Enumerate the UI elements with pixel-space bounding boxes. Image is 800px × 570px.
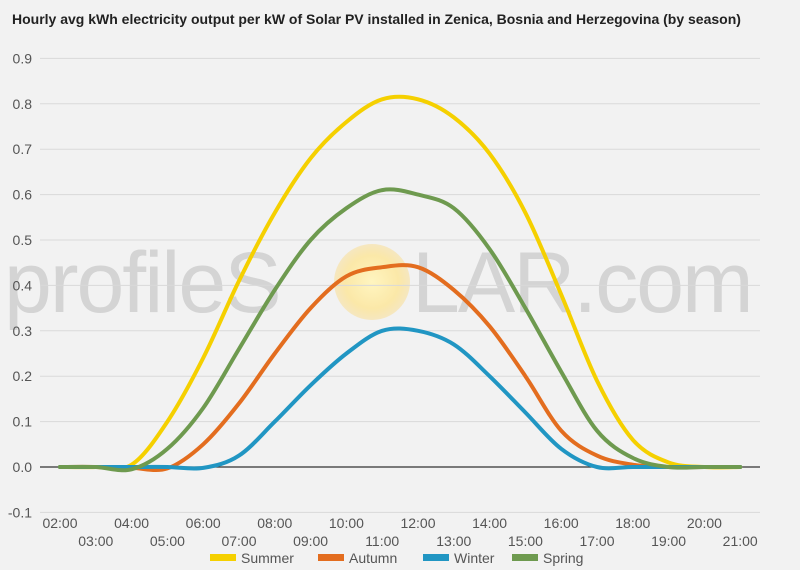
x-tick-label: 13:00 — [436, 533, 471, 549]
y-tick-label: 0.3 — [13, 323, 33, 339]
y-tick-label: 0.5 — [13, 232, 33, 248]
watermark: profileS LAR.com — [4, 235, 752, 331]
x-tick-label: 20:00 — [687, 515, 722, 531]
y-tick-label: 0.4 — [13, 277, 33, 293]
x-tick-label: 03:00 — [78, 533, 113, 549]
x-tick-label: 19:00 — [651, 533, 686, 549]
y-tick-label: 0.1 — [13, 414, 33, 430]
y-tick-label: 0.0 — [13, 459, 33, 475]
x-tick-label: 09:00 — [293, 533, 328, 549]
x-tick-label: 08:00 — [257, 515, 292, 531]
x-tick-label: 05:00 — [150, 533, 185, 549]
x-tick-label: 14:00 — [472, 515, 507, 531]
x-axis: 02:0003:0004:0005:0006:0007:0008:0009:00… — [42, 515, 757, 549]
y-tick-label: 0.8 — [13, 96, 33, 112]
x-tick-label: 02:00 — [42, 515, 77, 531]
legend-swatch-winter — [423, 554, 449, 561]
legend-label-spring: Spring — [543, 550, 583, 566]
x-tick-label: 04:00 — [114, 515, 149, 531]
y-tick-label: 0.9 — [13, 50, 33, 66]
x-tick-label: 06:00 — [186, 515, 221, 531]
x-tick-label: 15:00 — [508, 533, 543, 549]
x-tick-label: 21:00 — [723, 533, 758, 549]
x-tick-label: 11:00 — [365, 533, 399, 549]
x-tick-label: 12:00 — [400, 515, 435, 531]
legend-swatch-autumn — [318, 554, 344, 561]
x-tick-label: 18:00 — [615, 515, 650, 531]
legend: Summer Autumn Winter Spring — [210, 550, 583, 566]
x-tick-label: 16:00 — [544, 515, 579, 531]
y-tick-label: 0.2 — [13, 368, 33, 384]
y-tick-label: 0.6 — [13, 187, 33, 203]
x-tick-label: 07:00 — [221, 533, 256, 549]
y-tick-label: -0.1 — [8, 504, 32, 520]
grid — [40, 58, 760, 512]
x-tick-label: 17:00 — [579, 533, 614, 549]
legend-label-summer: Summer — [241, 550, 294, 566]
legend-label-autumn: Autumn — [349, 550, 397, 566]
y-tick-label: 0.7 — [13, 141, 33, 157]
legend-swatch-spring — [512, 554, 538, 561]
legend-swatch-summer — [210, 554, 236, 561]
legend-label-winter: Winter — [454, 550, 495, 566]
sun-logo-icon — [334, 244, 410, 320]
watermark-text-right: LAR.com — [412, 235, 752, 331]
x-tick-label: 10:00 — [329, 515, 364, 531]
